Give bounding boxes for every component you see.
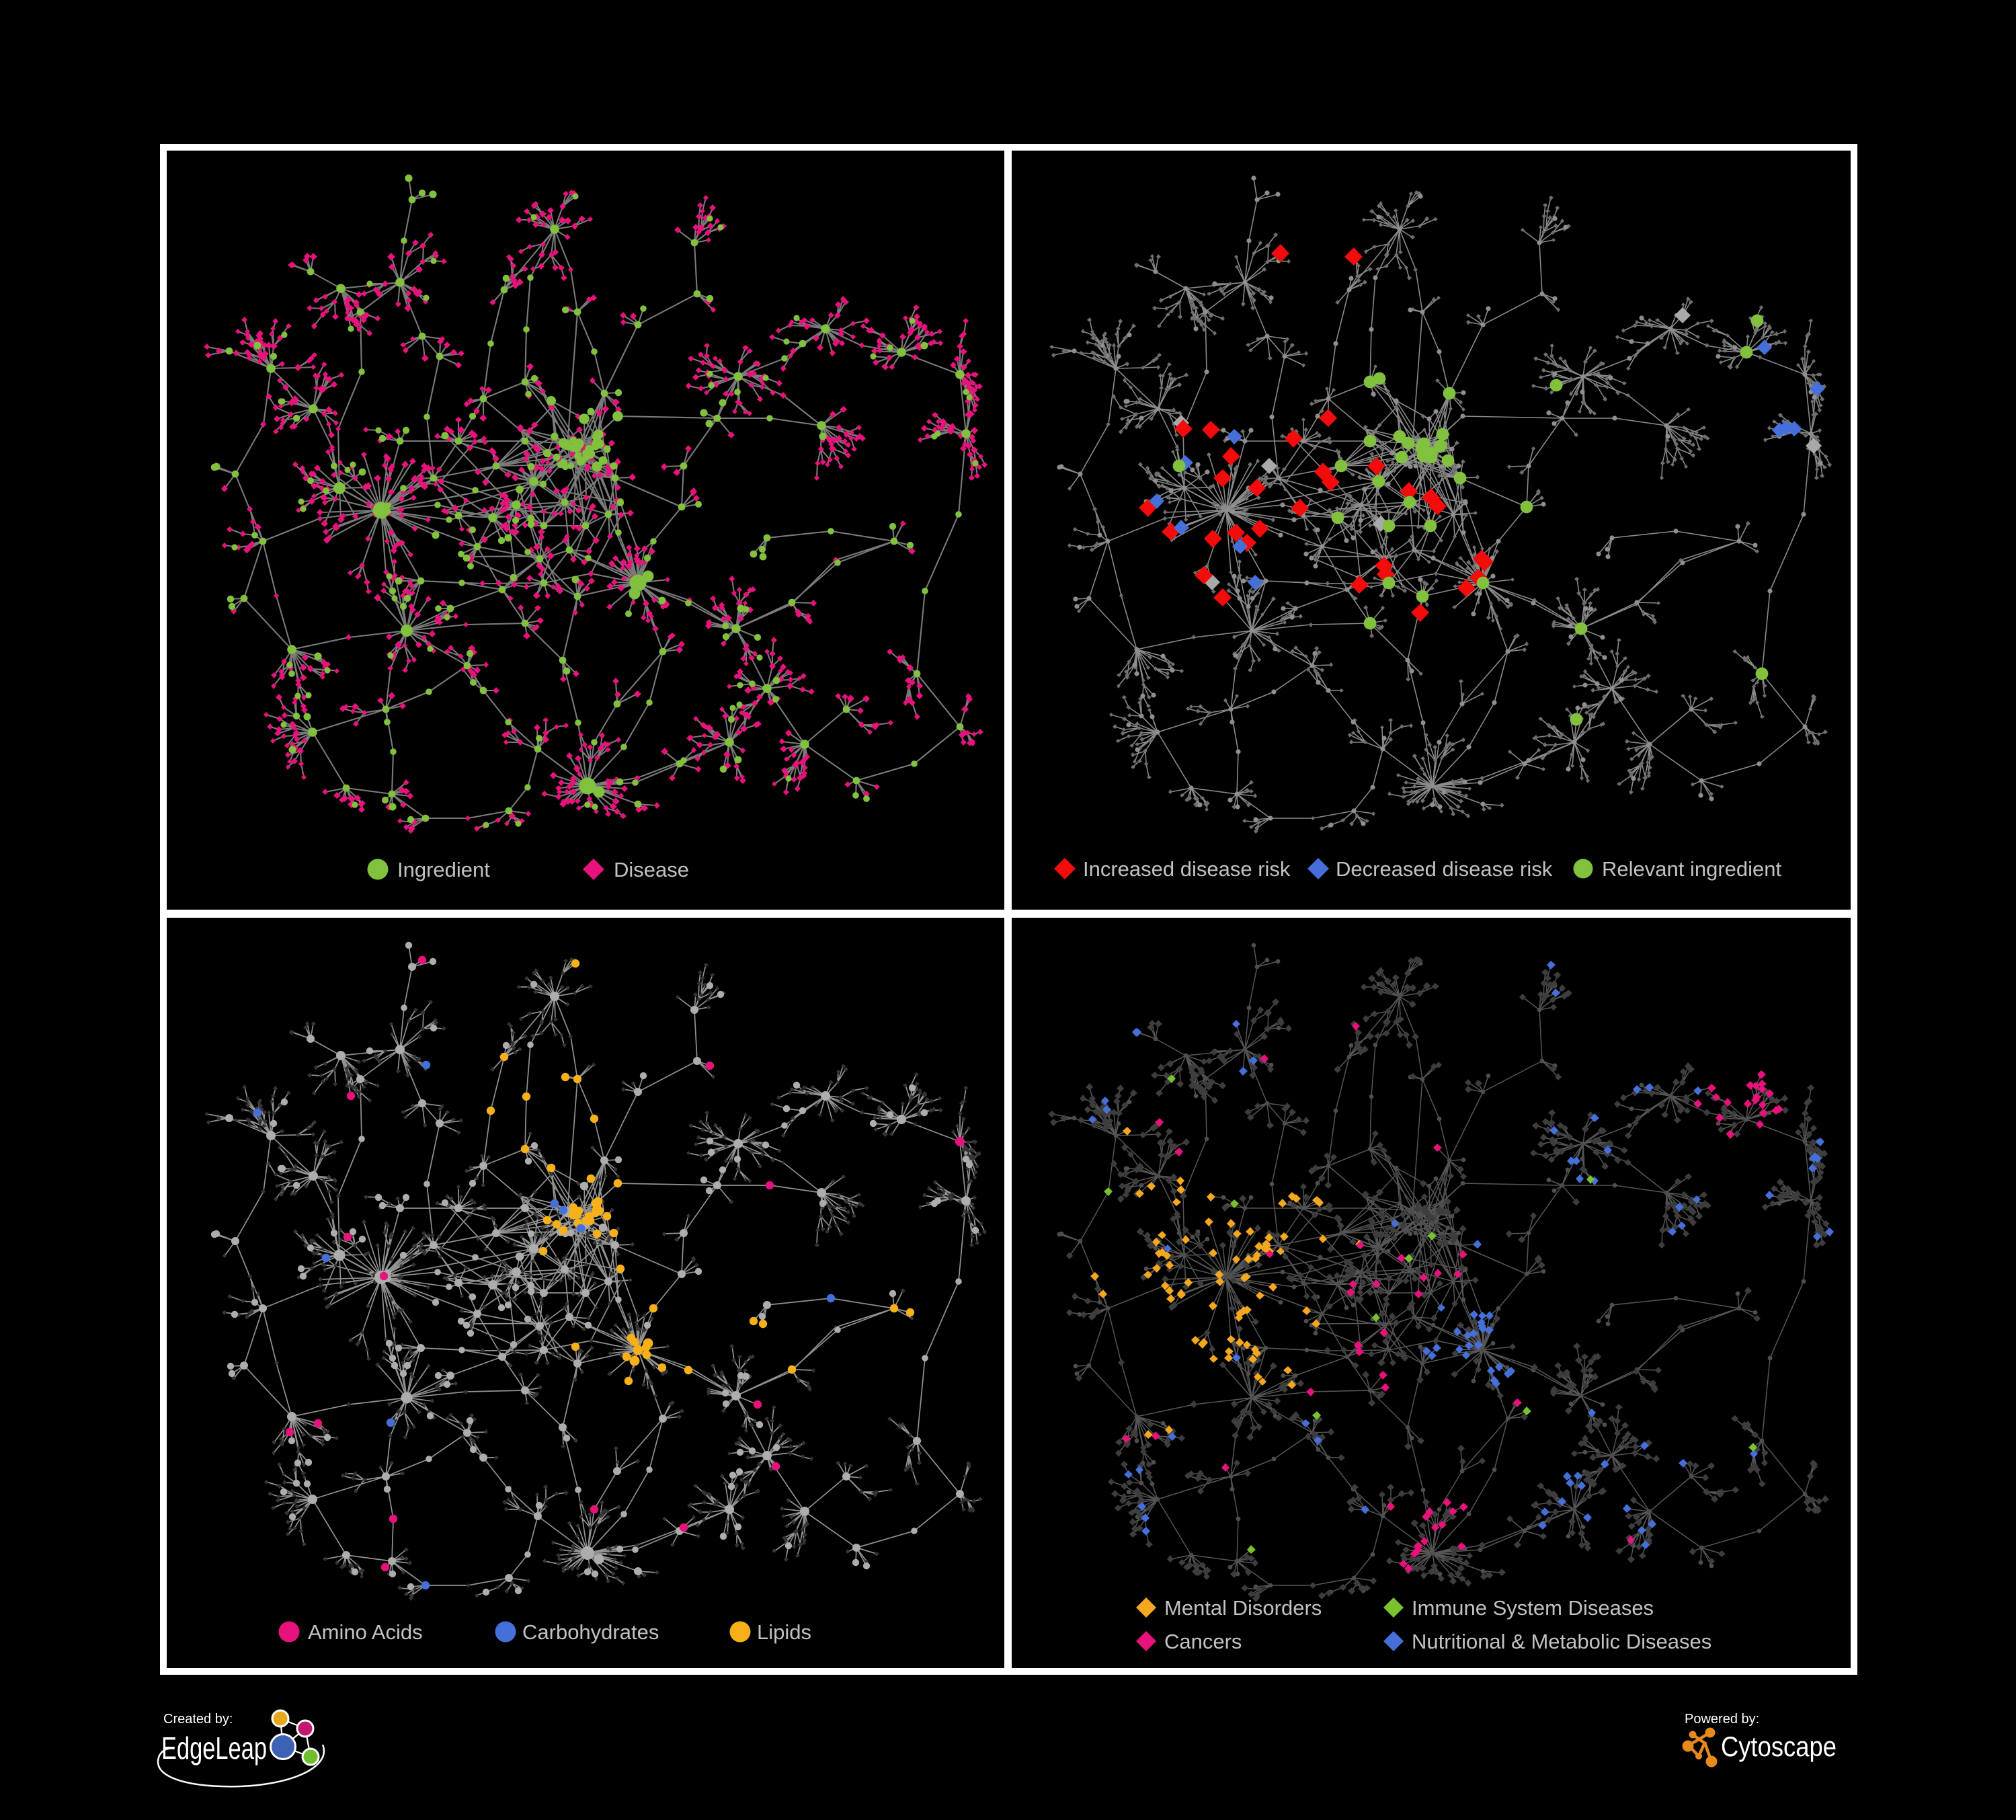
- svg-text:EdgeLeap: EdgeLeap: [161, 1731, 267, 1766]
- svg-text:Powered by:: Powered by:: [1685, 1712, 1759, 1727]
- svg-text:Cytoscape: Cytoscape: [1721, 1731, 1837, 1762]
- svg-text:Relevant ingredient: Relevant ingredient: [1602, 857, 1782, 881]
- svg-text:Disease: Disease: [614, 858, 689, 881]
- svg-text:Immune System Diseases: Immune System Diseases: [1412, 1596, 1654, 1620]
- svg-text:Cancers: Cancers: [1164, 1630, 1242, 1653]
- svg-text:Decreased disease risk: Decreased disease risk: [1336, 857, 1553, 881]
- svg-text:Mental Disorders: Mental Disorders: [1164, 1596, 1322, 1620]
- svg-text:Created by:: Created by:: [163, 1712, 233, 1727]
- svg-text:Amino Acids: Amino Acids: [308, 1620, 423, 1644]
- svg-text:Carbohydrates: Carbohydrates: [522, 1620, 659, 1644]
- svg-text:Lipids: Lipids: [757, 1620, 811, 1644]
- svg-text:Ingredient: Ingredient: [397, 858, 490, 881]
- svg-text:Increased disease risk: Increased disease risk: [1083, 857, 1291, 881]
- svg-text:Nutritional & Metabolic Diseas: Nutritional & Metabolic Diseases: [1412, 1630, 1711, 1653]
